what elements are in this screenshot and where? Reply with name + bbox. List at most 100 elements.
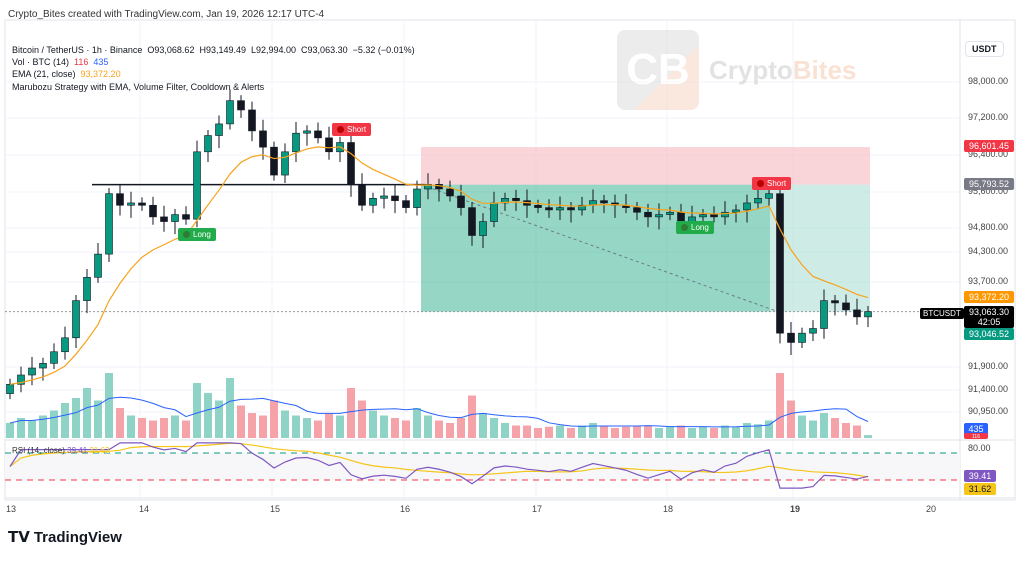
symbol-label[interactable]: Bitcoin / TetherUS · 1h · Binance (12, 45, 143, 55)
volume-ma-tag: 435 (964, 423, 988, 435)
price-axis-tick: 98,000.00 (968, 76, 1009, 86)
strategy-label[interactable]: Marubozu Strategy with EMA, Volume Filte… (12, 81, 265, 92)
volume-bar (336, 415, 344, 438)
candle-body (732, 209, 740, 213)
volume-bar (545, 426, 553, 438)
candle-body (61, 337, 69, 353)
open-value: O93,068.62 (147, 45, 195, 55)
candle-body (798, 332, 806, 343)
rsi-ma-tag: 31.62 (964, 483, 996, 495)
candle-body (281, 151, 289, 176)
signal-text: Long (193, 230, 211, 239)
rsi-band (5, 453, 960, 480)
chart-legend: Bitcoin / TetherUS · 1h · Binance O93,068… (12, 44, 420, 93)
candle-body (809, 328, 817, 334)
candle-body (633, 207, 641, 213)
candle-body (424, 184, 432, 190)
low-value: L92,994.00 (251, 45, 297, 55)
rsi-tag: 39.41 (964, 470, 996, 482)
volume-bar (226, 378, 234, 438)
price-axis-tick: 90,950.00 (968, 406, 1009, 416)
volume-label[interactable]: Vol · BTC (14) (12, 57, 70, 68)
ema-line (9, 146, 869, 385)
volume-bar (853, 425, 861, 438)
credit-text: Crypto_Bites created with TradingView.co… (8, 9, 325, 20)
candle-body (369, 198, 377, 206)
volume-bar (369, 410, 377, 438)
time-axis-tick: 15 (270, 504, 281, 514)
close-value: C93,063.30 (301, 45, 348, 55)
signal-dot-icon (337, 126, 344, 133)
ema-value: 93,372.20 (80, 69, 121, 80)
candle-body (193, 151, 201, 220)
candle-body (490, 202, 498, 222)
candle-body (248, 109, 256, 132)
volume-bar (193, 383, 201, 438)
candle-body (479, 221, 487, 236)
volume-bar (237, 405, 245, 438)
volume-bar (666, 426, 674, 438)
volume-bar (39, 415, 47, 438)
volume-tag: 116 (964, 433, 988, 439)
signal-dot-icon (681, 224, 688, 231)
volume-bar (644, 425, 652, 438)
candle-body (105, 193, 113, 255)
volume-bar (182, 420, 190, 438)
rsi-value: 39.41 (67, 446, 88, 455)
volume-bar (127, 415, 135, 438)
volume-bar (787, 400, 795, 438)
candle-body (743, 202, 751, 211)
volume-bar (215, 400, 223, 438)
short-signal-label[interactable]: Short (752, 177, 792, 190)
candle-body (600, 200, 608, 204)
stop-loss-zone (421, 147, 870, 185)
volume-bar (468, 395, 476, 438)
volume-bar (710, 428, 718, 438)
volume-bar (501, 423, 509, 438)
candle-body (842, 302, 850, 311)
price-axis-tick: 91,400.00 (968, 384, 1009, 394)
candle-body (83, 277, 91, 301)
candle-body (94, 253, 102, 278)
candle-body (270, 146, 278, 176)
volume-bar (94, 400, 102, 438)
volume-bar (688, 428, 696, 438)
last-price-tag: 93,063.30 42:05 (964, 306, 1014, 328)
tradingview-logo-text: TradingView (33, 528, 122, 546)
volume-bar (105, 373, 113, 438)
rsi-legend[interactable]: RSI (14, close) 39.41 31.62 (12, 446, 109, 455)
volume-bar (831, 418, 839, 438)
candle-body (457, 195, 465, 208)
tradingview-logo-icon: 𝗧𝗩 (8, 529, 30, 546)
time-axis-tick: 18 (663, 504, 674, 514)
candle-body (182, 214, 190, 220)
volume-bar (28, 420, 36, 438)
ema-label[interactable]: EMA (21, close) (12, 69, 76, 80)
signal-text: Long (691, 223, 709, 232)
volume-bar (116, 408, 124, 438)
short-signal-label[interactable]: Short (332, 123, 372, 136)
volume-bar (578, 425, 586, 438)
long-signal-label[interactable]: Long (676, 221, 714, 234)
volume-bar (479, 413, 487, 438)
currency-button[interactable]: USDT (965, 41, 1004, 57)
candle-body (226, 100, 234, 125)
rsi-axis-tick: 80.00 (968, 443, 991, 453)
volume-bar (17, 418, 25, 438)
volume-bar (61, 403, 69, 438)
change-value: −5.32 (−0.01%) (352, 45, 415, 55)
bid-tag: 93,046.52 (964, 328, 1014, 340)
tradingview-logo[interactable]: 𝗧𝗩 TradingView (8, 528, 122, 547)
price-axis-tick: 96,400.00 (968, 149, 1009, 159)
price-axis-tick: 93,700.00 (968, 276, 1009, 286)
long-signal-label[interactable]: Long (178, 228, 216, 241)
volume-bar (754, 424, 762, 438)
volume-bar (677, 425, 685, 438)
time-axis-tick: 17 (532, 504, 543, 514)
candle-body (853, 309, 861, 318)
symbol-tag: BTCUSDT (920, 308, 964, 319)
volume-bar (523, 425, 531, 438)
watermark-name-a: Crypto (709, 54, 793, 85)
volume-bar (402, 420, 410, 438)
